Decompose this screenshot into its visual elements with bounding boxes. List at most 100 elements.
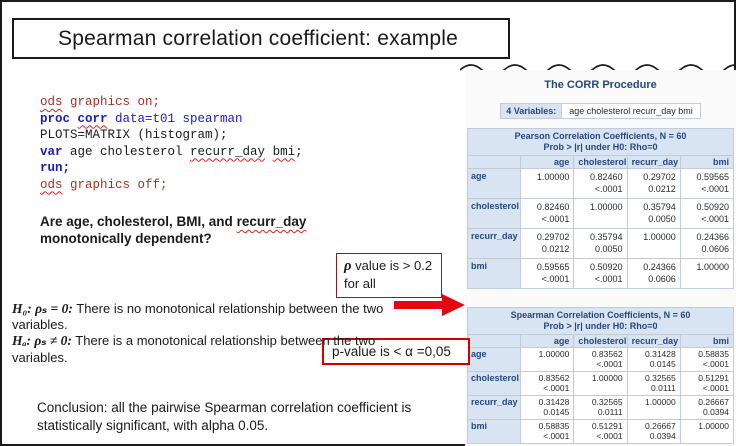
code-token: bmi [272,144,296,159]
ha-text: There is a monotonical relationship betw… [12,333,376,365]
code-line: proc corr data=t01 spearman [40,111,303,128]
red-arrow [394,294,465,316]
table-row: age 1.00000 0.82460 <.0001 0.29702 0.0212 0.5… [466,168,735,199]
rho-symbol: ρ [344,258,352,274]
correlation-tables: Pearson Correlation Coefficients, N = 60… [465,128,736,444]
column-header: bmi [679,155,735,169]
table-row: recurr_day 0.31428 0.0145 0.32565 0.0111 1.00… [466,395,735,420]
corr-cell: 0.82460 <.0001 [573,168,628,199]
corr-cell: 1.00000 [679,419,735,444]
h0-text: There is no monotonical relationship bet… [12,301,384,333]
corr-cell: 0.29702 0.0212 [626,168,681,199]
code-token [265,145,273,159]
corr-cell: 0.51291 <.0001 [573,419,628,444]
table-row: cholesterol 0.83562 <.0001 1.00000 0.32565 0… [466,371,735,396]
code-token: recurr_day [190,144,266,159]
row-header: age [466,347,522,372]
corr-cell: 0.50920 <.0001 [573,258,628,289]
hypothesis-null: H₀: ρₛ = 0: There is no monotonical rela… [12,301,410,333]
code-line: ods graphics off; [40,177,303,194]
corner-cell [466,334,522,348]
code-token: var [40,144,63,159]
corr-cell: 0.32565 0.0111 [626,371,681,396]
code-line: ods graphics on; [40,94,303,111]
corr-cell: 0.31428 0.0145 [626,347,681,372]
code-token: proc [40,111,78,126]
corr-cell: 1.00000 [679,258,735,289]
corr-cell: 1.00000 [626,228,681,259]
ha-prefix: Hₐ: ρₛ ≠ 0: [12,333,72,349]
corner-cell [466,155,522,169]
column-header: bmi [679,334,735,348]
sas-output-panel: The CORR Procedure 4 Variables: age chol… [465,70,736,446]
table-row: recurr_day 0.29702 0.0212 0.35794 0.0050 1.00… [466,228,735,259]
table-row: age 1.00000 0.83562 <.0001 0.31428 0.0145 0.5… [466,347,735,372]
corr-cell: 0.35794 0.0050 [573,228,628,259]
code-line: var age cholesterol recurr_day bmi; [40,144,303,161]
row-header: recurr_day [466,228,522,259]
corr-cell: 0.59565 <.0001 [520,258,575,289]
corr-cell: 0.50920 <.0001 [679,198,735,229]
corr-cell: 1.00000 [520,168,575,199]
title-box: Spearman correlation coefficient: exampl… [12,18,510,59]
code-token: age cholesterol [62,144,191,159]
code-token: ods [40,95,63,109]
table-caption: Spearman Correlation Coefficients, N = 6… [467,307,734,335]
variables-value: age cholesterol recurr_day bmi [561,103,701,119]
corr-cell: 0.35794 0.0050 [626,198,681,229]
code-line: run; [40,160,303,177]
corr-cell: 0.26667 0.0394 [679,395,735,420]
rho-callout: ρ value is > 0.2 for all [336,253,442,298]
corr-cell: 0.59565 <.0001 [679,168,735,199]
code-token: ; [295,144,303,159]
table-row: bmi 0.59565 <.0001 0.50920 <.0001 0.24366 0.06… [466,258,735,289]
variables-label: 4 Variables: [500,103,563,119]
code-token: graphics off; [62,177,168,192]
variables-table: 4 Variables: age cholesterol recurr_day … [500,103,701,119]
corr-cell: 0.51291 <.0001 [679,371,735,396]
conclusion-text: Conclusion: all the pairwise Spearman co… [37,400,412,433]
pearson-table: Pearson Correlation Coefficients, N = 60… [466,128,735,289]
corr-cell: 0.31428 0.0145 [520,395,575,420]
table-caption: Pearson Correlation Coefficients, N = 60… [467,128,734,156]
column-header: recurr_day [626,155,681,169]
corr-cell: 0.29702 0.0212 [520,228,575,259]
column-header: recurr_day [626,334,681,348]
pvalue-callout: p-value is < α =0,05 [322,338,470,365]
row-header: bmi [466,419,522,444]
question-text: Are age, cholesterol, BMI, and recurr_da… [40,213,340,247]
corr-cell: 0.32565 0.0111 [573,395,628,420]
corr-cell: 0.83562 <.0001 [520,371,575,396]
code-token: ods [40,177,63,192]
code-token: graphics on; [62,95,161,109]
question-segment: recurr_day [236,214,307,229]
corr-cell: 0.24366 0.0606 [679,228,735,259]
table-row: bmi 0.58835 <.0001 0.51291 <.0001 0.26667 0.03… [466,419,735,444]
row-header: cholesterol [466,198,522,229]
row-header: cholesterol [466,371,522,396]
code-token: data=t01 spearman [107,111,243,126]
column-header: age [520,334,575,348]
table-row: cholesterol 0.82460 <.0001 1.00000 0.35794 0… [466,198,735,229]
corr-cell: 1.00000 [573,198,628,229]
hypotheses: H₀: ρₛ = 0: There is no monotonical rela… [12,301,410,366]
sas-code: ods graphics on; proc corr data=t01 spear… [40,94,303,193]
corr-cell: 0.83562 <.0001 [573,347,628,372]
h0-prefix: H₀: ρₛ = 0: [12,301,73,316]
proc-title: The CORR Procedure [544,79,657,91]
column-header: age [520,155,575,169]
corr-cell: 1.00000 [573,371,628,396]
corr-cell: 1.00000 [626,395,681,420]
code-token: corr [77,111,108,126]
row-header: age [466,168,522,199]
corr-cell: 0.24366 0.0606 [626,258,681,289]
code-line: PLOTS=MATRIX (histogram); [40,127,303,144]
column-header: cholesterol [573,334,628,348]
corr-cell: 0.58835 <.0001 [520,419,575,444]
rho-callout-text: value is > 0.2 for all [344,258,433,291]
row-header: bmi [466,258,522,289]
corr-cell: 0.82460 <.0001 [520,198,575,229]
hypothesis-alt: Hₐ: ρₛ ≠ 0: There is a monotonical relat… [12,333,410,365]
